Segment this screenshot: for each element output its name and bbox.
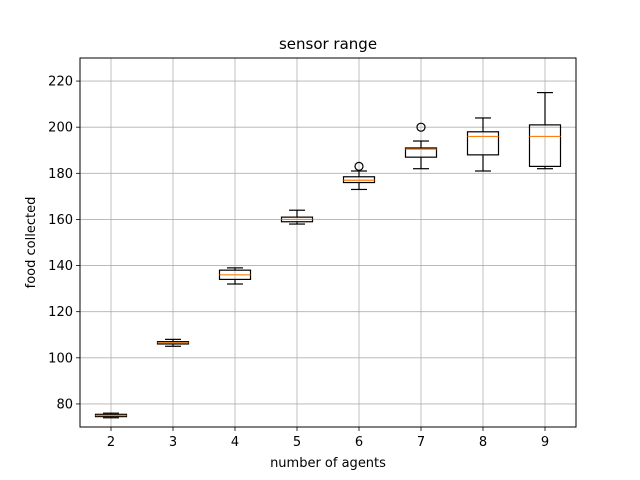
y-tick-label: 100 bbox=[48, 351, 73, 366]
grid-lines bbox=[80, 58, 576, 427]
outlier-point bbox=[354, 161, 364, 171]
x-tick-label: 7 bbox=[417, 435, 425, 450]
y-tick-label: 140 bbox=[48, 259, 73, 274]
x-tick-label: 8 bbox=[479, 435, 487, 450]
x-tick-label: 2 bbox=[107, 435, 115, 450]
y-tick-label: 180 bbox=[48, 167, 73, 182]
box-group-5 bbox=[280, 209, 314, 225]
x-axis-ticks: 2 3 4 5 6 7 8 9 bbox=[107, 427, 549, 450]
x-tick-label: 9 bbox=[541, 435, 549, 450]
y-tick-label: 120 bbox=[48, 305, 73, 320]
y-tick-label: 80 bbox=[56, 397, 73, 412]
box-group-9 bbox=[528, 91, 562, 170]
x-tick-label: 4 bbox=[231, 435, 239, 450]
box-group-6 bbox=[342, 161, 376, 191]
x-tick-label: 5 bbox=[293, 435, 301, 450]
y-axis-ticks: 80 100 120 140 160 180 200 220 bbox=[48, 75, 80, 412]
outlier-point bbox=[416, 122, 426, 132]
box-group-4 bbox=[218, 267, 252, 285]
box-iqr bbox=[528, 124, 562, 167]
box-group-2 bbox=[94, 412, 128, 419]
y-tick-label: 220 bbox=[48, 75, 73, 90]
box-group-3 bbox=[156, 338, 190, 347]
y-tick-label: 200 bbox=[48, 121, 73, 136]
y-tick-label: 160 bbox=[48, 213, 73, 228]
x-tick-label: 6 bbox=[355, 435, 363, 450]
x-axis-label: number of agents bbox=[270, 456, 386, 471]
x-tick-label: 3 bbox=[169, 435, 177, 450]
box-group-7 bbox=[404, 122, 438, 170]
chart-title: sensor range bbox=[279, 35, 377, 53]
y-axis-label: food collected bbox=[24, 197, 39, 289]
box-group-8 bbox=[466, 117, 500, 172]
box-series bbox=[94, 91, 562, 419]
box-iqr bbox=[404, 147, 438, 158]
plot-frame bbox=[79, 57, 577, 428]
box-iqr bbox=[466, 131, 500, 156]
